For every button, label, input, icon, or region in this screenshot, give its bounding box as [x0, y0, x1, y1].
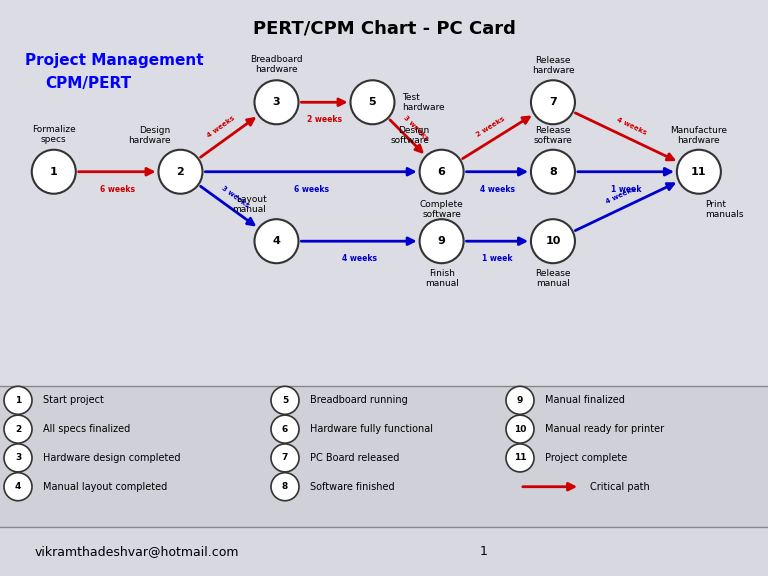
- Text: Start project: Start project: [43, 395, 104, 406]
- Circle shape: [419, 150, 464, 194]
- Circle shape: [350, 80, 395, 124]
- Text: Critical path: Critical path: [590, 482, 650, 492]
- Circle shape: [271, 415, 299, 443]
- Text: 1: 1: [15, 396, 22, 405]
- Text: 2: 2: [177, 166, 184, 177]
- Circle shape: [506, 444, 534, 472]
- Bar: [0, 386, 768, 527]
- Text: 4 weeks: 4 weeks: [480, 185, 515, 194]
- Text: 4 weeks: 4 weeks: [605, 186, 637, 205]
- Circle shape: [158, 150, 203, 194]
- Bar: [0, 527, 768, 576]
- Text: Test
hardware: Test hardware: [402, 93, 445, 112]
- Text: 1: 1: [50, 166, 58, 177]
- Text: Finish
manual: Finish manual: [425, 269, 458, 288]
- Text: Hardware design completed: Hardware design completed: [43, 453, 180, 463]
- Text: Manufacture
hardware: Manufacture hardware: [670, 126, 727, 145]
- Circle shape: [4, 415, 32, 443]
- Text: 1 week: 1 week: [482, 254, 512, 263]
- Text: Manual layout completed: Manual layout completed: [43, 482, 167, 492]
- Text: 2: 2: [15, 425, 22, 434]
- Circle shape: [254, 80, 299, 124]
- Text: Project Management: Project Management: [25, 53, 204, 68]
- Text: 4 weeks: 4 weeks: [342, 254, 376, 263]
- Circle shape: [4, 386, 32, 414]
- Text: Release
software: Release software: [534, 126, 572, 145]
- Text: Project complete: Project complete: [545, 453, 627, 463]
- Circle shape: [531, 80, 575, 124]
- Text: 5: 5: [282, 396, 288, 405]
- Circle shape: [677, 150, 721, 194]
- Text: 8: 8: [549, 166, 557, 177]
- Circle shape: [31, 150, 76, 194]
- Text: 3: 3: [15, 453, 22, 463]
- Text: Breadboard running: Breadboard running: [310, 395, 408, 406]
- Text: 9: 9: [517, 396, 523, 405]
- Text: vikramthadeshvar@hotmail.com: vikramthadeshvar@hotmail.com: [35, 545, 240, 558]
- Text: 4 weeks: 4 weeks: [207, 115, 237, 139]
- Text: 11: 11: [691, 166, 707, 177]
- Text: 8: 8: [282, 482, 288, 491]
- Text: 2 weeks: 2 weeks: [307, 115, 342, 124]
- Circle shape: [4, 473, 32, 501]
- Text: 6: 6: [438, 166, 445, 177]
- Circle shape: [271, 444, 299, 472]
- Text: Layout
manual: Layout manual: [233, 195, 266, 214]
- Text: 10: 10: [514, 425, 526, 434]
- Text: 4 weeks: 4 weeks: [615, 116, 647, 136]
- Text: PC Board released: PC Board released: [310, 453, 399, 463]
- Circle shape: [254, 219, 299, 263]
- Text: Complete
software: Complete software: [420, 200, 463, 219]
- Text: 6: 6: [282, 425, 288, 434]
- Text: 3 weeks: 3 weeks: [402, 115, 429, 142]
- Text: Design
software: Design software: [391, 126, 429, 145]
- Text: 6 weeks: 6 weeks: [100, 185, 134, 194]
- Circle shape: [271, 473, 299, 501]
- Text: 9: 9: [438, 236, 445, 246]
- Text: 4: 4: [15, 482, 22, 491]
- Text: Manual ready for printer: Manual ready for printer: [545, 424, 664, 434]
- Text: 6 weeks: 6 weeks: [293, 185, 329, 194]
- Bar: [0, 0, 768, 386]
- Text: Hardware fully functional: Hardware fully functional: [310, 424, 433, 434]
- Text: Manual finalized: Manual finalized: [545, 395, 625, 406]
- Circle shape: [271, 386, 299, 414]
- Text: 4: 4: [273, 236, 280, 246]
- Text: 2 weeks: 2 weeks: [475, 116, 506, 138]
- Text: 1: 1: [480, 545, 488, 558]
- Text: CPM/PERT: CPM/PERT: [45, 76, 131, 91]
- Circle shape: [506, 415, 534, 443]
- Text: All specs finalized: All specs finalized: [43, 424, 131, 434]
- Text: 1 week: 1 week: [611, 185, 641, 194]
- Text: Software finished: Software finished: [310, 482, 395, 492]
- Text: 7: 7: [549, 97, 557, 107]
- Text: PERT/CPM Chart - PC Card: PERT/CPM Chart - PC Card: [253, 20, 515, 38]
- Text: 10: 10: [545, 236, 561, 246]
- Text: 11: 11: [514, 453, 526, 463]
- Text: Design
hardware: Design hardware: [127, 126, 170, 145]
- Circle shape: [531, 150, 575, 194]
- Text: 3: 3: [273, 97, 280, 107]
- Circle shape: [4, 444, 32, 472]
- Circle shape: [531, 219, 575, 263]
- Text: 7: 7: [282, 453, 288, 463]
- Text: 3 weeks: 3 weeks: [220, 185, 250, 209]
- Text: Breadboard
hardware: Breadboard hardware: [250, 55, 303, 74]
- Text: Print
manuals: Print manuals: [705, 200, 743, 219]
- Text: Release
manual: Release manual: [535, 269, 571, 288]
- Circle shape: [506, 386, 534, 414]
- Text: Formalize
specs: Formalize specs: [32, 124, 75, 144]
- Circle shape: [419, 219, 464, 263]
- Text: Release
hardware: Release hardware: [531, 56, 574, 75]
- Text: 5: 5: [369, 97, 376, 107]
